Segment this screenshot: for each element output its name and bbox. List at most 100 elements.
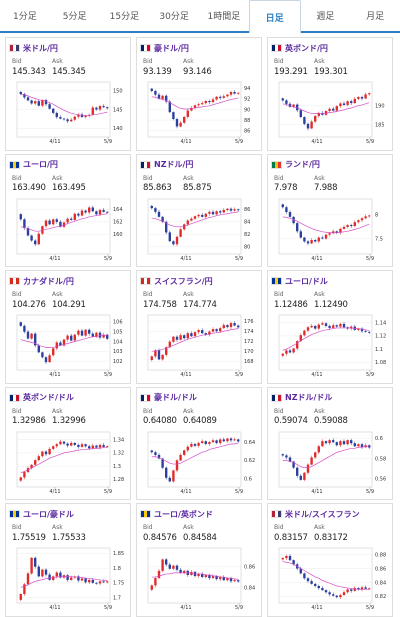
pair-name[interactable]: NZドル/ドル <box>285 393 333 402</box>
candlestick-chart[interactable]: 94 92 90 88 86 4/11 5/9 <box>140 80 258 146</box>
candle-body <box>310 121 313 129</box>
pair-name[interactable]: 豪ドル/円 <box>154 43 189 53</box>
pair-name[interactable]: ユーロ/円 <box>23 160 58 169</box>
ask-value: 1.32996 <box>52 416 86 426</box>
currency-pair-card[interactable]: ユーロ/ドル Bid Ask 1.12486 1.12490 1.14 1.12 1.1 1.0… <box>267 270 393 384</box>
card-header: 英ポンド/円 <box>271 41 389 55</box>
candlestick-chart[interactable]: 1.34 1.32 1.3 1.28 4/11 5/9 <box>9 430 127 496</box>
pair-name[interactable]: 米ドル/スイスフラン <box>285 509 360 519</box>
candle-body <box>186 333 189 339</box>
tab-timeframe[interactable]: 日足 <box>248 0 301 33</box>
currency-pair-card[interactable]: カナダドル/円 Bid Ask 104.276 104.291 106 105 104 103 1… <box>5 270 131 384</box>
candlestick-chart[interactable]: 1.85 1.8 1.75 1.7 4/11 5/9 <box>9 546 127 612</box>
candlestick-chart[interactable]: 164 162 160 4/11 5/9 <box>9 197 127 263</box>
y-tick-label: 185 <box>375 122 385 128</box>
tab-timeframe[interactable]: 月足 <box>366 12 385 22</box>
candle-body <box>226 437 229 441</box>
candlestick-chart[interactable]: 190 185 4/11 5/9 <box>271 80 389 146</box>
currency-pair-card[interactable]: 米ドル/スイスフラン Bid Ask 0.83157 0.83172 0.88 0.86 0.… <box>267 503 393 617</box>
currency-pair-card[interactable]: 豪ドル/円 Bid Ask 93.139 93.146 94 92 90 88 86 4/11 5/9 <box>136 37 262 151</box>
pair-name[interactable]: スイスフラン/円 <box>154 276 213 286</box>
currency-pair-card[interactable]: スイスフラン/円 Bid Ask 174.758 174.774 176 174 172 170… <box>136 270 262 384</box>
candlestick-chart[interactable]: 150 145 140 4/11 5/9 <box>9 80 127 146</box>
currency-pair-card[interactable]: ユーロ/豪ドル Bid Ask 1.75519 1.75533 1.85 1.8 1.75 1.… <box>5 503 131 617</box>
plot-frame <box>278 547 373 604</box>
tab-timeframe[interactable]: 30分足 <box>159 12 189 22</box>
candle-body <box>73 442 76 445</box>
candlestick-chart[interactable]: 1.14 1.12 1.1 1.08 4/11 5/9 <box>271 313 389 379</box>
candle-body <box>157 94 161 99</box>
candle-body <box>303 237 306 241</box>
card-header: 豪ドル/ドル <box>140 391 258 405</box>
pair-name[interactable]: カナダドル/円 <box>23 276 74 286</box>
bid-value: 0.59074 <box>274 416 308 426</box>
tab-timeframe[interactable]: 1時間足 <box>207 12 241 22</box>
candle-body <box>44 451 48 454</box>
currency-pair-card[interactable]: ユーロ/円 Bid Ask 163.490 163.495 164 162 160 4/11 5/… <box>5 153 131 267</box>
candle-body <box>197 330 200 333</box>
y-tick-label: 1.7 <box>113 595 121 601</box>
pair-name[interactable]: NZドル/円 <box>154 160 194 169</box>
candle-body <box>95 445 98 448</box>
candle-body <box>168 231 171 241</box>
candle-body <box>211 211 215 214</box>
pair-name[interactable]: ユーロ/ドル <box>285 276 328 286</box>
candlestick-chart[interactable]: 8 7.5 4/11 5/9 <box>271 197 389 263</box>
candle-body <box>52 348 55 356</box>
pair-name[interactable]: ランド/円 <box>285 160 320 169</box>
candle-body <box>219 96 222 98</box>
candle-body <box>303 573 306 579</box>
quote-values: 163.490 163.495 <box>12 183 124 194</box>
candle-body <box>342 226 346 229</box>
pair-name[interactable]: 英ポンド/円 <box>285 43 328 53</box>
candle-body <box>41 225 44 234</box>
candle-body <box>296 104 299 111</box>
currency-pair-card[interactable]: ランド/円 Bid Ask 7.978 7.988 8 7.5 4/11 5/9 <box>267 153 393 267</box>
x-tick-label: 5/9 <box>104 605 112 611</box>
candle-body <box>353 442 356 446</box>
pair-name[interactable]: 米ドル/円 <box>23 43 58 53</box>
candlestick-chart[interactable]: 86 84 82 80 4/11 5/9 <box>140 197 258 263</box>
candle-body <box>357 97 360 99</box>
candle-body <box>62 441 66 444</box>
tab-timeframe[interactable]: 週足 <box>316 12 335 22</box>
currency-pair-card[interactable]: 米ドル/円 Bid Ask 145.343 145.345 150 145 140 4/11 5/… <box>5 37 131 151</box>
candle-body <box>303 117 306 124</box>
pair-name[interactable]: ユーロ/豪ドル <box>23 509 74 519</box>
candle-body <box>52 576 55 580</box>
pair-name[interactable]: ユーロ/英ポンド <box>154 509 213 519</box>
candlestick-chart[interactable]: 0.6 0.58 0.56 4/11 5/9 <box>271 430 389 496</box>
y-tick-label: 1.8 <box>113 566 121 572</box>
currency-pair-card[interactable]: NZドル/ドル Bid Ask 0.59074 0.59088 0.6 0.58 0.56 4/… <box>267 386 393 500</box>
x-tick-label: 5/9 <box>104 139 112 145</box>
ask-label: Ask <box>52 291 63 298</box>
candlestick-chart[interactable]: 176 174 172 170 168 4/11 5/9 <box>140 313 258 379</box>
candlestick-chart[interactable]: 0.64 0.62 0.6 4/11 5/9 <box>140 430 258 496</box>
candle-body <box>332 230 335 233</box>
bid-value: 1.12486 <box>274 299 308 310</box>
candlestick-chart[interactable]: 0.86 0.84 4/11 5/9 <box>140 546 258 612</box>
candle-body <box>157 570 161 579</box>
card-header: スイスフラン/円 <box>140 274 258 288</box>
candle-body <box>215 96 218 100</box>
pair-name[interactable]: 英ポンド/ドル <box>23 393 74 402</box>
candle-body <box>73 213 76 220</box>
candle-body <box>335 595 338 598</box>
tab-timeframe[interactable]: 5分足 <box>62 12 87 22</box>
ask-value: 193.301 <box>314 66 348 77</box>
tab-timeframe[interactable]: 15分足 <box>109 12 140 22</box>
ask-value: 7.988 <box>314 183 338 193</box>
currency-pair-card[interactable]: 英ポンド/円 Bid Ask 193.291 193.301 190 185 4/11 5/9 <box>267 37 393 151</box>
tab-timeframe[interactable]: 1分足 <box>13 12 37 22</box>
candle-body <box>37 233 40 244</box>
currency-pair-card[interactable]: 豪ドル/ドル Bid Ask 0.64080 0.64089 0.64 0.62 0.6 4/1… <box>136 386 262 500</box>
price-chart-svg: 164 162 160 4/11 5/9 <box>16 198 123 262</box>
pair-name[interactable]: 豪ドル/ドル <box>154 393 197 402</box>
candlestick-chart[interactable]: 106 105 104 103 102 4/11 5/9 <box>9 313 127 379</box>
currency-pair-card[interactable]: 英ポンド/ドル Bid Ask 1.32986 1.32996 1.34 1.32 1.3 1.… <box>5 386 131 500</box>
bid-label: Bid <box>143 58 153 65</box>
currency-pair-card[interactable]: ユーロ/英ポンド Bid Ask 0.84576 0.84584 0.86 0.84 4/11… <box>136 503 262 617</box>
currency-pair-card[interactable]: NZドル/円 Bid Ask 85.863 85.875 86 84 82 80 4/11 5/9 <box>136 153 262 267</box>
candle-body <box>324 440 328 443</box>
candlestick-chart[interactable]: 0.88 0.86 0.84 0.82 4/11 5/9 <box>271 546 389 612</box>
